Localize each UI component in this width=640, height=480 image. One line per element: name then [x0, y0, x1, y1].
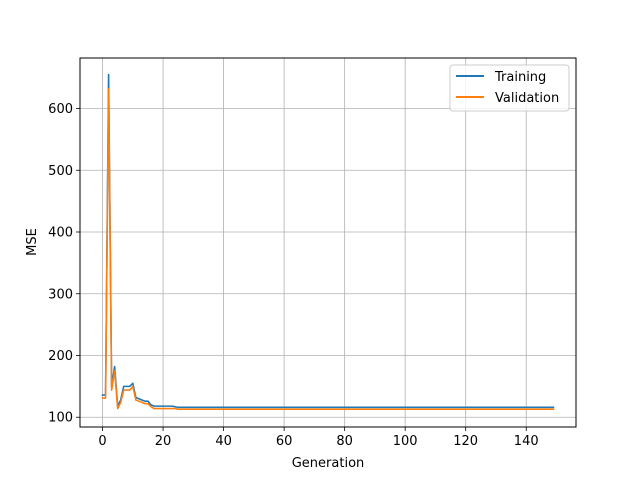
series-line-training	[101, 73, 555, 409]
y-axis-label: MSE	[25, 228, 40, 256]
x-axis-ticks: 0 20 40 60 80 100 120 140	[98, 427, 539, 449]
x-tick-label: 40	[215, 434, 232, 449]
y-axis-ticks: 100 200 300 400 500 600	[48, 102, 80, 426]
series-line-validation	[101, 87, 555, 411]
legend-label-training: Training	[494, 70, 546, 85]
x-tick-label: 0	[98, 434, 106, 449]
series-lines	[101, 73, 555, 411]
y-tick-label: 400	[48, 226, 73, 241]
y-tick-label: 300	[48, 287, 73, 302]
x-tick-label: 20	[155, 434, 172, 449]
y-tick-label: 500	[48, 164, 73, 179]
y-tick-label: 100	[48, 411, 73, 426]
x-tick-label: 120	[453, 434, 478, 449]
x-tick-label: 140	[514, 434, 539, 449]
x-tick-label: 60	[276, 434, 293, 449]
plot-frame	[79, 57, 577, 428]
y-tick-label: 600	[48, 102, 73, 117]
x-tick-label: 100	[393, 434, 418, 449]
legend: Training Validation	[449, 64, 570, 112]
x-axis-label: Generation	[292, 456, 365, 471]
grid	[80, 58, 576, 427]
legend-label-validation: Validation	[495, 91, 559, 106]
x-tick-label: 80	[336, 434, 353, 449]
y-tick-label: 200	[48, 349, 73, 364]
